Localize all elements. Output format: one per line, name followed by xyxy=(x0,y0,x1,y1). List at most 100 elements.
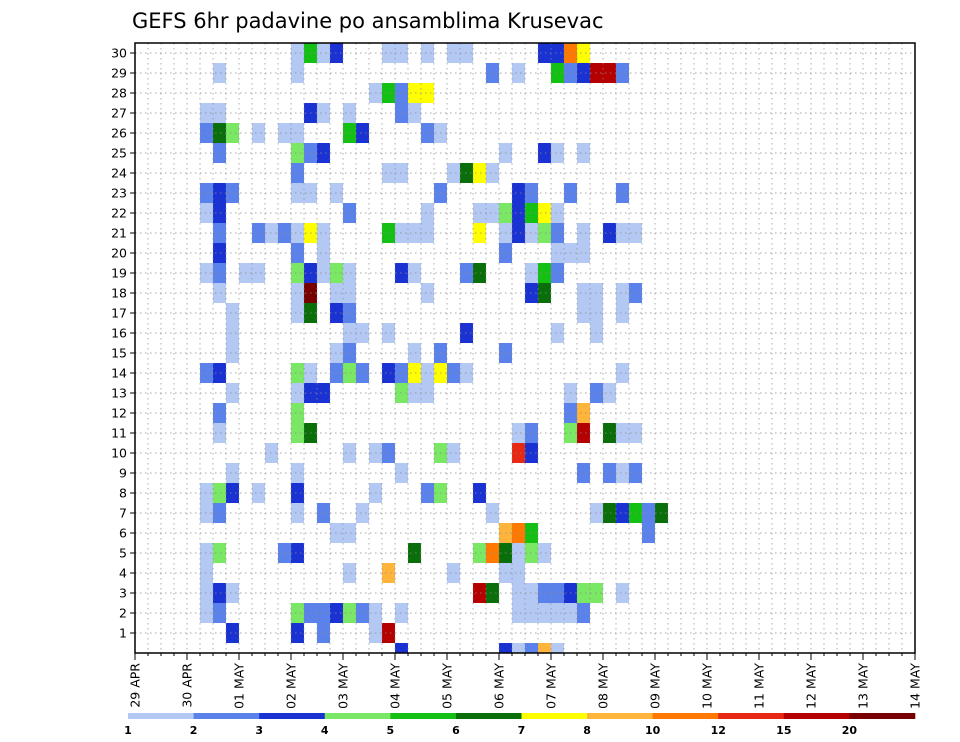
heatmap-cell xyxy=(512,643,525,653)
heatmap-cell xyxy=(616,423,629,443)
heatmap-cell xyxy=(343,263,356,283)
legend-swatch xyxy=(652,713,719,719)
legend-swatch xyxy=(587,713,653,719)
heatmap-cell xyxy=(278,123,291,143)
heatmap-cell xyxy=(421,83,434,103)
legend-label: 10 xyxy=(645,724,661,737)
x-tick-label: 13 MAY xyxy=(856,663,871,709)
heatmap-cell xyxy=(213,203,226,223)
heatmap-cell xyxy=(291,463,304,483)
y-tick-label: 18 xyxy=(111,286,127,301)
heatmap-cell xyxy=(382,223,395,243)
heatmap-cell xyxy=(343,123,356,143)
y-tick-label: 14 xyxy=(111,366,127,381)
heatmap-cell xyxy=(213,423,226,443)
heatmap-cell xyxy=(486,63,499,83)
heatmap-cell xyxy=(512,63,525,83)
legend-swatch xyxy=(390,713,457,719)
y-tick-label: 16 xyxy=(111,326,127,341)
legend-swatch xyxy=(718,713,785,719)
y-tick-label: 24 xyxy=(111,166,127,181)
y-tick-label: 1 xyxy=(119,626,127,641)
heatmap-cell xyxy=(603,423,616,443)
heatmap-cell xyxy=(538,543,551,563)
heatmap-cell xyxy=(577,223,590,243)
heatmap-cell xyxy=(447,363,460,383)
x-tick-label: 09 MAY xyxy=(648,663,663,709)
heatmap-cell xyxy=(603,63,616,83)
heatmap-cell xyxy=(343,103,356,123)
heatmap-cell xyxy=(317,623,330,643)
heatmap-cell xyxy=(421,383,434,403)
heatmap-cell xyxy=(226,383,239,403)
heatmap-cell xyxy=(486,163,499,183)
heatmap-cell xyxy=(421,483,434,503)
heatmap-cell xyxy=(577,143,590,163)
heatmap-cell xyxy=(226,483,239,503)
heatmap-cell xyxy=(395,643,408,653)
heatmap-cell xyxy=(252,263,265,283)
x-tick-label: 07 MAY xyxy=(544,663,559,709)
heatmap-cell xyxy=(408,83,421,103)
heatmap-cell xyxy=(512,203,525,223)
heatmap-cell xyxy=(291,403,304,423)
heatmap-cell xyxy=(252,483,265,503)
heatmap-cell xyxy=(317,503,330,523)
heatmap-cell xyxy=(343,363,356,383)
heatmap-cell xyxy=(551,63,564,83)
heatmap-cell xyxy=(421,43,434,63)
y-tick-label: 29 xyxy=(111,66,127,81)
heatmap-cell xyxy=(291,163,304,183)
heatmap-cell xyxy=(447,163,460,183)
heatmap-cell xyxy=(616,363,629,383)
legend-label: 7 xyxy=(518,724,526,737)
heatmap-cell xyxy=(213,123,226,143)
heatmap-cell xyxy=(356,503,369,523)
heatmap-cell xyxy=(616,183,629,203)
x-tick-label: 03 MAY xyxy=(336,663,351,709)
heatmap-cell xyxy=(317,243,330,263)
heatmap-cell xyxy=(538,603,551,623)
legend-swatch xyxy=(128,713,194,719)
heatmap-cell xyxy=(538,43,551,63)
heatmap-cell xyxy=(642,503,655,523)
y-tick-label: 27 xyxy=(111,106,127,121)
heatmap-cell xyxy=(226,343,239,363)
heatmap-cell xyxy=(226,583,239,603)
heatmap-cell xyxy=(291,63,304,83)
heatmap-cell xyxy=(291,423,304,443)
heatmap-cell xyxy=(473,163,486,183)
y-tick-label: 5 xyxy=(119,546,127,561)
y-tick-label: 22 xyxy=(111,206,127,221)
x-tick-label: 14 MAY xyxy=(908,663,923,709)
heatmap-cell xyxy=(616,223,629,243)
heatmap-cell xyxy=(291,183,304,203)
y-tick-label: 17 xyxy=(111,306,127,321)
heatmap-cell xyxy=(343,323,356,343)
heatmap-cell xyxy=(213,583,226,603)
heatmap-cell xyxy=(343,343,356,363)
heatmap-cell xyxy=(291,223,304,243)
heatmap-cell xyxy=(538,643,551,653)
legend-label: 3 xyxy=(255,724,263,737)
heatmap-cell xyxy=(538,223,551,243)
heatmap-cell xyxy=(538,203,551,223)
y-tick-label: 28 xyxy=(111,86,127,101)
heatmap-cell xyxy=(408,263,421,283)
x-tick-label: 08 MAY xyxy=(596,663,611,709)
legend-label: 15 xyxy=(776,724,791,737)
y-tick-label: 15 xyxy=(111,346,127,361)
heatmap-cell xyxy=(486,503,499,523)
y-tick-label: 30 xyxy=(111,46,127,61)
heatmap-cell xyxy=(512,423,525,443)
heatmap-cell xyxy=(577,243,590,263)
heatmap-cell xyxy=(343,203,356,223)
heatmap-cell xyxy=(291,143,304,163)
heatmap-cell xyxy=(616,503,629,523)
y-tick-label: 7 xyxy=(119,506,127,521)
heatmap-cell xyxy=(213,403,226,423)
legend-label: 8 xyxy=(583,724,591,737)
heatmap-cell xyxy=(486,543,499,563)
legend-label: 4 xyxy=(321,724,329,737)
heatmap-cell xyxy=(291,383,304,403)
